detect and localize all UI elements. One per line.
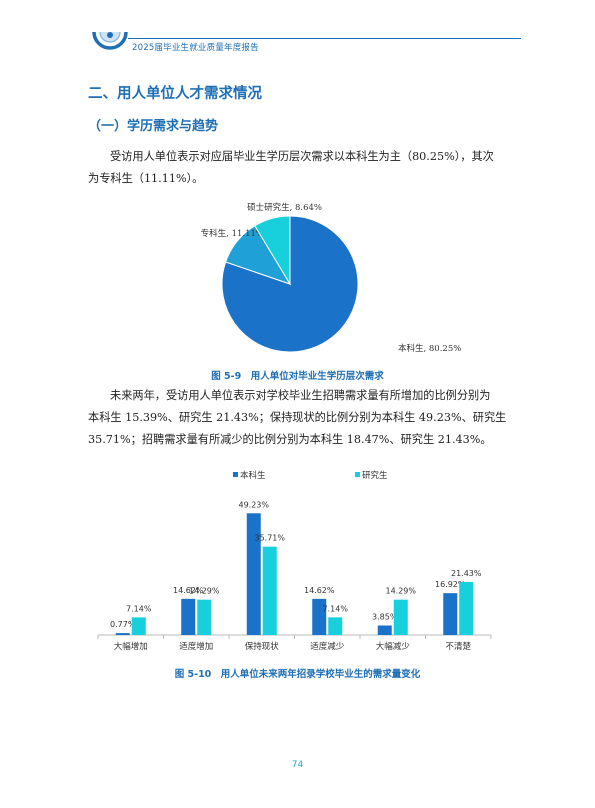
page-number: 74	[291, 760, 304, 770]
chart-legend: 本科生 研究生	[233, 470, 388, 481]
bar-data-label: 35.71%	[254, 534, 285, 543]
pie-label-1: 本科生, 80.25%	[398, 343, 461, 354]
bar-data-label: 14.62%	[304, 586, 335, 595]
pie-label-3: 硕士研究生, 8.64%	[247, 202, 322, 213]
bar-data-label: 49.23%	[238, 500, 269, 509]
bar-undergrad	[246, 513, 261, 635]
paragraph-1-line-2: 为专科生（11.11%）。	[88, 172, 204, 185]
header-title: 2025届毕业生就业质量年度报告	[132, 43, 259, 53]
figure-5-9-caption: 图 5-9 用人单位对毕业生学历层次需求	[211, 371, 384, 382]
bar-graduate	[262, 546, 277, 635]
legend-label-2: 研究生	[362, 470, 388, 481]
bar-data-label: 14.62%	[173, 586, 204, 595]
paragraph-2-line-2: 本科生 15.39%、研究生 21.43%；保持现状的比例分别为本科生 49.2…	[88, 411, 507, 424]
legend-label-1: 本科生	[240, 470, 266, 481]
pie-slice-3	[254, 215, 291, 286]
x-tick-label: 适度减少	[310, 641, 345, 652]
bar-undergrad	[377, 625, 392, 635]
paragraph-2-line-3: 35.71%；招聘需求量有所减少的比例分别为本科生 18.47%、研究生 21.…	[88, 433, 492, 446]
bar-undergrad	[181, 598, 196, 635]
x-tick-label: 大幅增加	[114, 641, 148, 652]
x-tick-label: 大幅减少	[376, 641, 411, 652]
section-heading: 二、用人单位人才需求情况	[88, 86, 262, 102]
education-demand-pie-chart: 本科生, 80.25% 专科生, 11.11% 硕士研究生, 8.64%	[201, 202, 462, 354]
x-tick-label: 不清楚	[445, 641, 471, 652]
bar-graduate	[197, 599, 212, 635]
bar-data-label: 21.43%	[451, 569, 482, 578]
bar-graduate	[131, 617, 146, 635]
bar-undergrad	[312, 598, 327, 635]
bar-data-label: 0.77%	[110, 620, 136, 629]
bar-data-label: 7.14%	[323, 604, 349, 613]
bar-data-label: 7.14%	[126, 604, 152, 613]
legend-swatch-2	[355, 472, 360, 477]
bar-data-label: 14.29%	[385, 587, 416, 596]
bar-data-label: 3.85%	[372, 612, 398, 621]
demand-change-bar-chart: 本科生 研究生大幅增加0.77%7.14%适度增加14.62%14.29%保持现状…	[97, 470, 492, 652]
pie-label-2: 专科生, 11.11%	[201, 228, 264, 239]
bar-data-label: 14.29%	[189, 587, 220, 596]
bar-graduate	[459, 582, 474, 635]
figure-5-10-caption: 图 5-10 用人单位未来两年招录学校毕业生的需求量变化	[174, 669, 421, 680]
bar-undergrad	[443, 593, 458, 635]
paragraph-2-line-1: 未来两年，受访用人单位表示对学校毕业生招聘需求量有所增加的比例分别为	[110, 389, 491, 402]
header-rule	[128, 38, 521, 39]
school-logo-icon	[92, 31, 128, 50]
bar-undergrad	[115, 633, 130, 635]
legend-swatch-1	[233, 472, 238, 477]
bar-data-label: 16.92%	[435, 580, 466, 589]
bar-graduate	[328, 617, 343, 635]
page-header: 2025届毕业生就业质量年度报告	[0, 0, 595, 60]
x-tick-label: 适度增加	[179, 641, 213, 652]
paragraph-2: 未来两年，受访用人单位表示对学校毕业生招聘需求量有所增加的比例分别为 本科生 1…	[88, 385, 512, 451]
bar-graduate	[393, 599, 408, 635]
paragraph-1: 受访用人单位表示对应届毕业生学历层次需求以本科生为主（80.25%），其次 为专…	[88, 146, 512, 190]
section-subheading: （一）学历需求与趋势	[88, 119, 219, 134]
paragraph-1-line-1: 受访用人单位表示对应届毕业生学历层次需求以本科生为主（80.25%），其次	[110, 150, 494, 163]
x-tick-label: 保持现状	[245, 641, 280, 652]
